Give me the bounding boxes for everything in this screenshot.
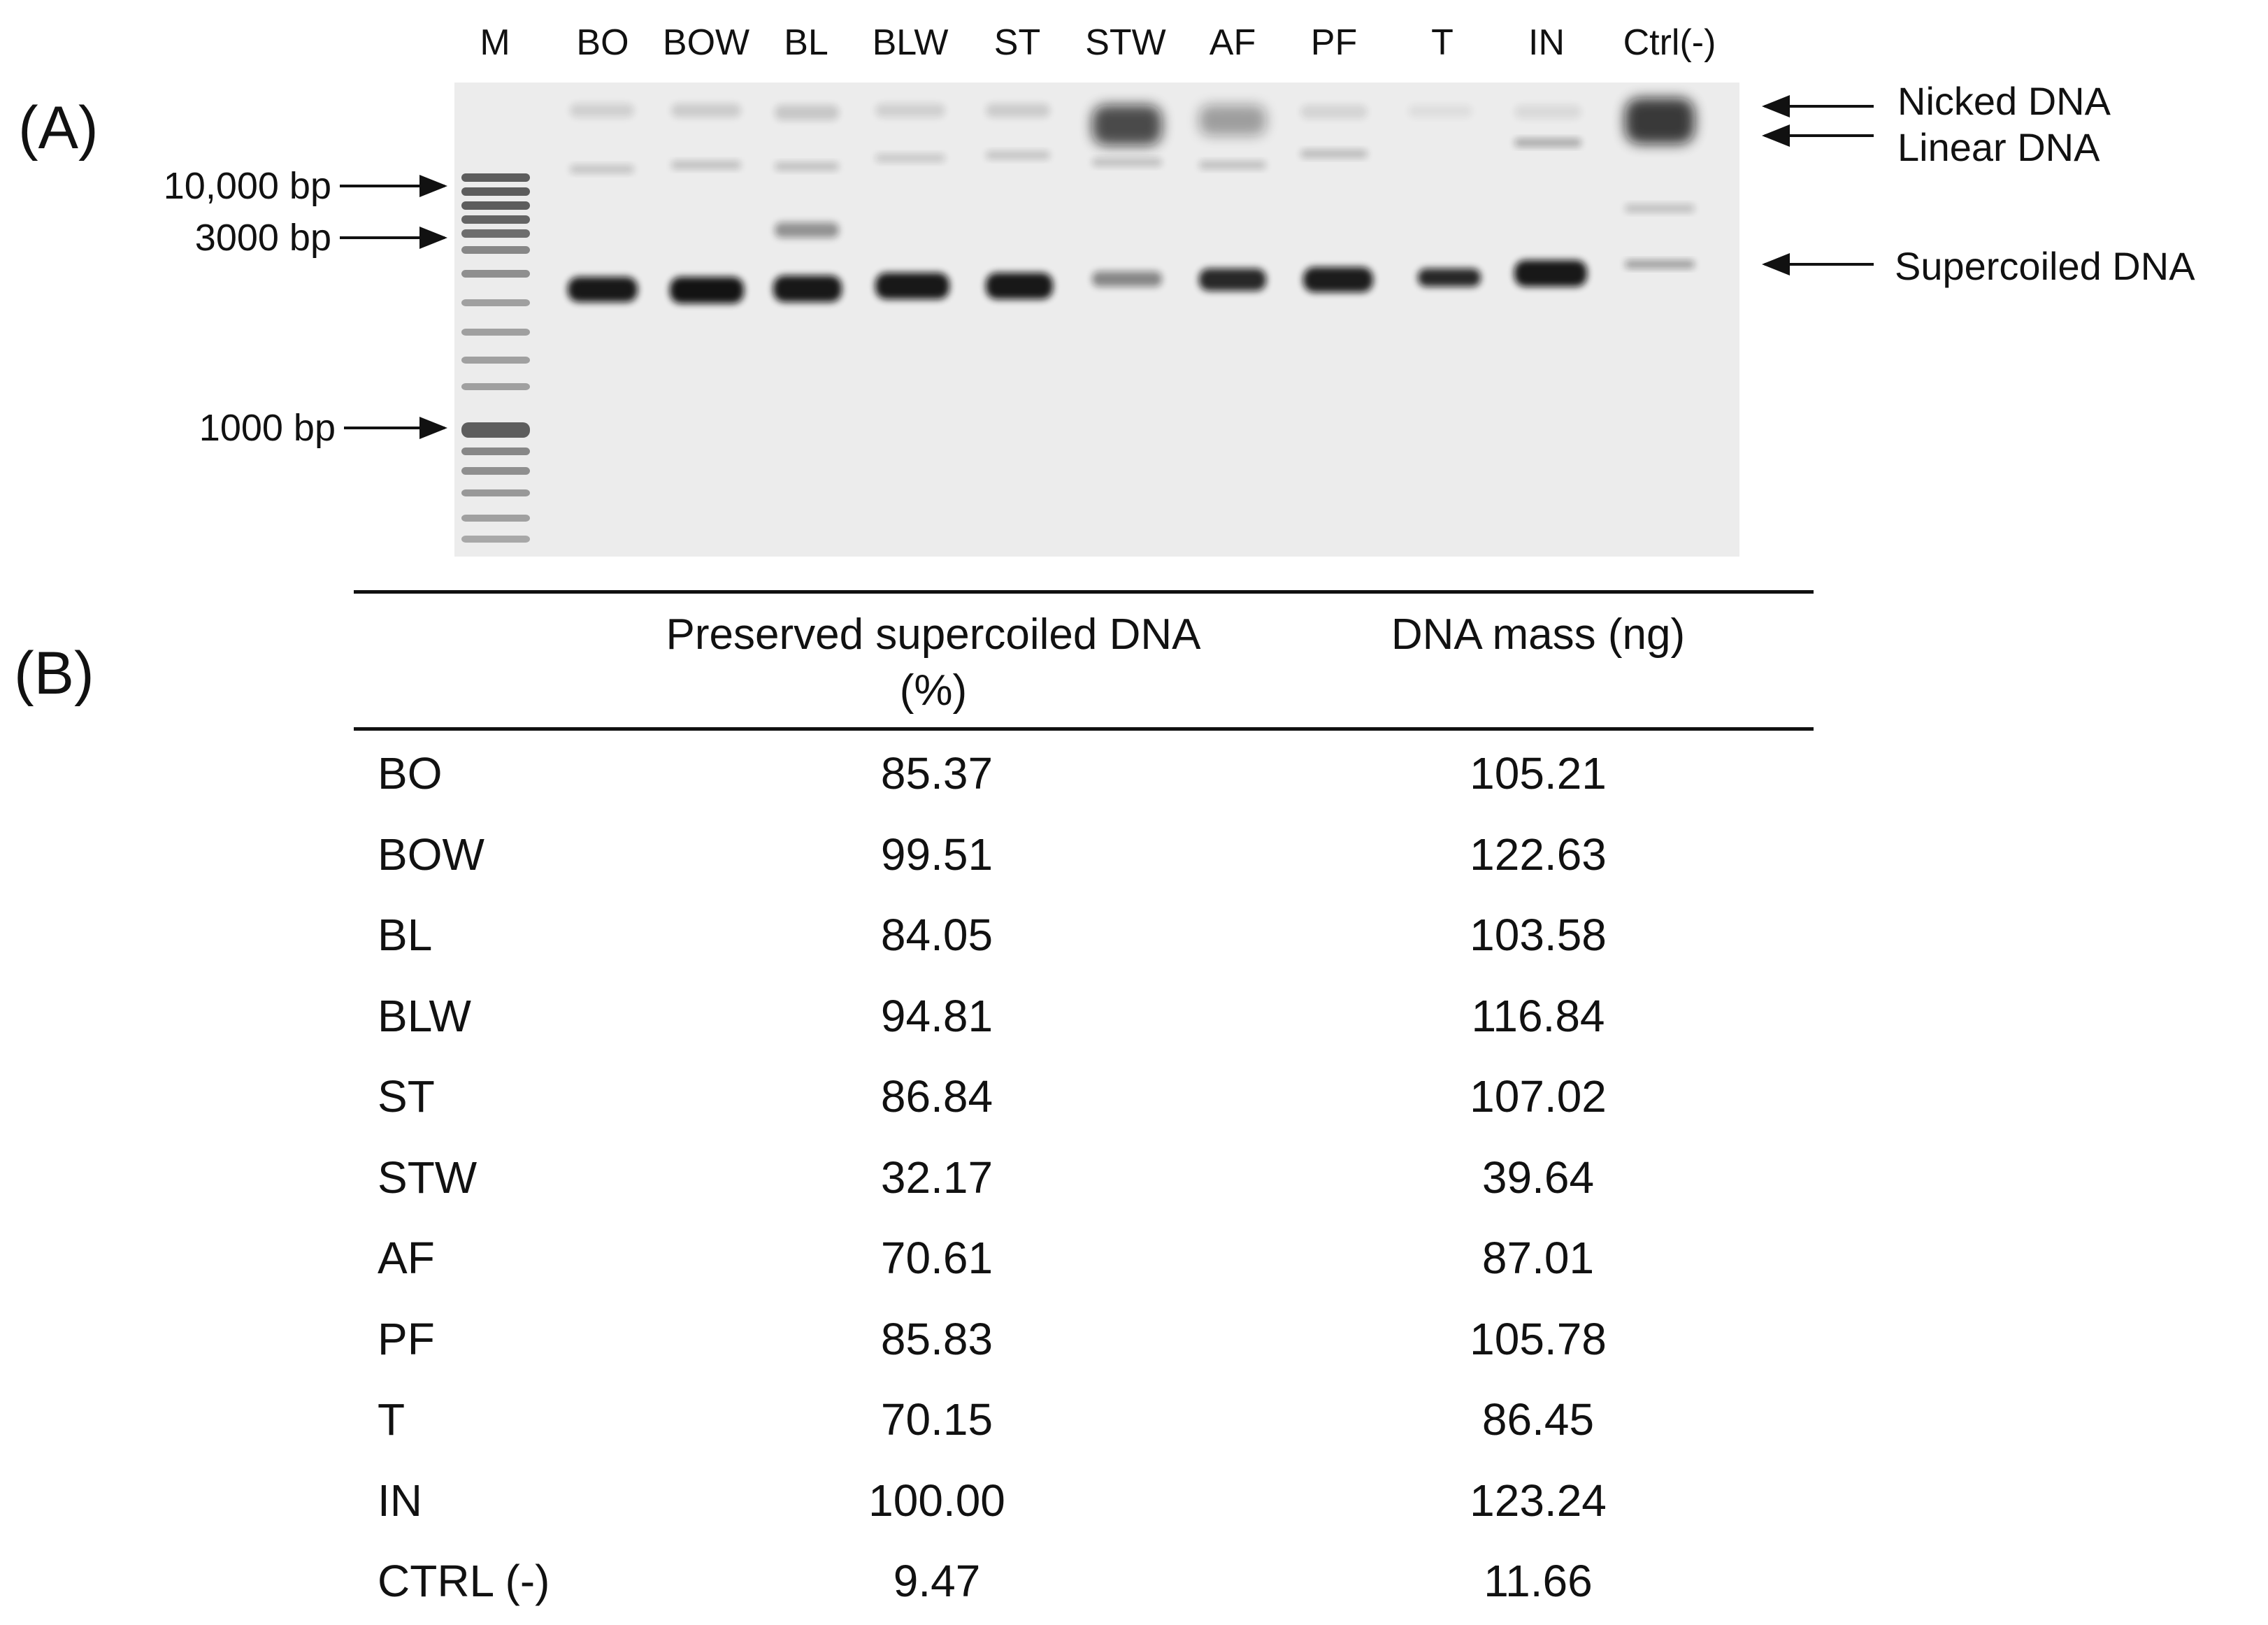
table-cell-mass: 86.45 [1481, 1394, 1595, 1445]
lane-label: BOW [663, 22, 749, 63]
panel-label-b: (B) [14, 640, 94, 707]
table-cell-mass: 105.78 [1470, 1314, 1607, 1364]
ladder-label: 1000 bp [199, 407, 336, 449]
lane-label: AF [1210, 22, 1256, 63]
table-cell-preserved: 70.61 [880, 1233, 993, 1283]
table-cell-preserved: 85.83 [880, 1314, 993, 1364]
lane-label: M [480, 22, 510, 63]
table-cell-mass: 103.58 [1470, 910, 1607, 960]
band-label-linear: Linear DNA [1897, 125, 2100, 169]
lane-label: STW [1085, 22, 1166, 63]
band-label-supercoiled: Supercoiled DNA [1895, 244, 2195, 288]
gel-figure: M BO BOW BL BLW ST STW AF PF T IN Ctrl(-… [164, 22, 2195, 557]
table-cell-sample: PF [378, 1314, 435, 1364]
table-top-rule [354, 590, 1814, 594]
lane-label: IN [1528, 22, 1565, 63]
header-dna-mass: DNA mass (ng) [1293, 607, 1783, 663]
table-cell-sample: BLW [378, 991, 471, 1041]
table-cell-sample: STW [378, 1152, 478, 1203]
band-label-nicked: Nicked DNA [1897, 79, 2111, 123]
table-cell-sample: BL [378, 910, 433, 960]
ladder-label: 3000 bp [195, 217, 331, 259]
header-preserved-supercoiled: Preserved supercoiled DNA (%) [615, 607, 1251, 719]
ladder-lane [461, 173, 530, 543]
table-header-rule [354, 727, 1814, 731]
table-cell-mass: 87.01 [1481, 1233, 1595, 1283]
panel-label-a: (A) [18, 94, 99, 162]
table-cell-preserved: 84.05 [880, 910, 993, 960]
lane-label: T [1431, 22, 1454, 63]
table-cell-mass: 116.84 [1471, 991, 1605, 1041]
table-cell-preserved: 94.81 [880, 991, 993, 1041]
ladder-label: 10,000 bp [164, 165, 331, 207]
table-cell-sample: T [378, 1394, 405, 1445]
table-cell-mass: 122.63 [1470, 829, 1607, 880]
table-cell-preserved: 100.00 [868, 1475, 1005, 1526]
header-preserved-line1: Preserved supercoiled DNA [666, 610, 1201, 659]
table-cell-mass: 11.66 [1484, 1556, 1593, 1606]
table-cell-preserved: 99.51 [880, 829, 993, 880]
table-cell-mass: 123.24 [1470, 1475, 1607, 1526]
table-cell-sample: BOW [378, 829, 485, 880]
lane-label: BLW [873, 22, 949, 63]
header-preserved-line2: (%) [899, 666, 968, 715]
table-cell-sample: AF [378, 1233, 435, 1283]
table-cell-sample: ST [378, 1071, 435, 1122]
header-dna-mass-text: DNA mass (ng) [1391, 610, 1686, 659]
lane-label: BO [576, 22, 629, 63]
table-cell-preserved: 85.37 [880, 748, 993, 799]
sample-bands [568, 98, 1695, 303]
lane-label: PF [1311, 22, 1357, 63]
table-cell-preserved: 9.47 [893, 1556, 981, 1606]
table-cell-preserved: 70.15 [880, 1394, 993, 1445]
lane-label: Ctrl(-) [1623, 22, 1716, 63]
gel-image [454, 83, 1739, 557]
table-cell-sample: BO [378, 748, 443, 799]
table-cell-sample: IN [378, 1475, 422, 1526]
lane-label: BL [784, 22, 828, 63]
lane-label: ST [994, 22, 1040, 63]
table-cell-preserved: 32.17 [880, 1152, 993, 1203]
table-cell-sample: CTRL (-) [378, 1556, 550, 1606]
table-cell-mass: 39.64 [1481, 1152, 1595, 1203]
table-cell-preserved: 86.84 [880, 1071, 993, 1122]
table-cell-mass: 105.21 [1470, 748, 1607, 799]
table-cell-mass: 107.02 [1470, 1071, 1607, 1122]
